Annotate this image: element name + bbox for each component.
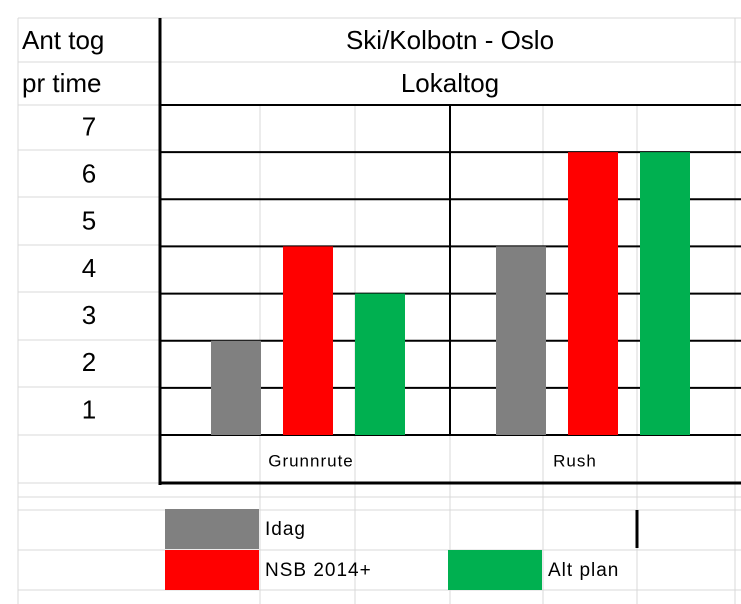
bar: [283, 246, 333, 435]
bar: [496, 246, 546, 435]
legend-label: NSB 2014+: [265, 560, 372, 581]
chart-subtitle: Lokaltog: [401, 68, 499, 98]
bar: [640, 152, 690, 435]
legend-swatch: [448, 550, 542, 590]
x-tick-label: Grunnrute: [268, 451, 354, 470]
y-tick-label: 7: [82, 111, 96, 141]
legend-label: Idag: [265, 519, 306, 540]
y-tick-label: 6: [82, 159, 96, 189]
y-tick-label: 4: [82, 253, 96, 283]
y-tick-label: 2: [82, 347, 96, 377]
cell-grid: [17, 17, 741, 604]
legend-label: Alt plan: [548, 560, 619, 581]
legend-swatch: [165, 509, 259, 549]
bar: [355, 293, 405, 435]
x-tick-label: Rush: [553, 451, 597, 470]
y-tick-label: 3: [82, 300, 96, 330]
chart-title: Ski/Kolbotn - Oslo: [346, 25, 554, 55]
bar: [568, 152, 618, 435]
y-tick-label: 5: [82, 206, 96, 236]
y-tick-label: 1: [82, 394, 96, 424]
legend-swatch: [165, 550, 259, 590]
y-axis-label: Ant tog: [22, 25, 104, 55]
bar: [211, 340, 261, 435]
y-axis-label: pr time: [22, 68, 101, 98]
